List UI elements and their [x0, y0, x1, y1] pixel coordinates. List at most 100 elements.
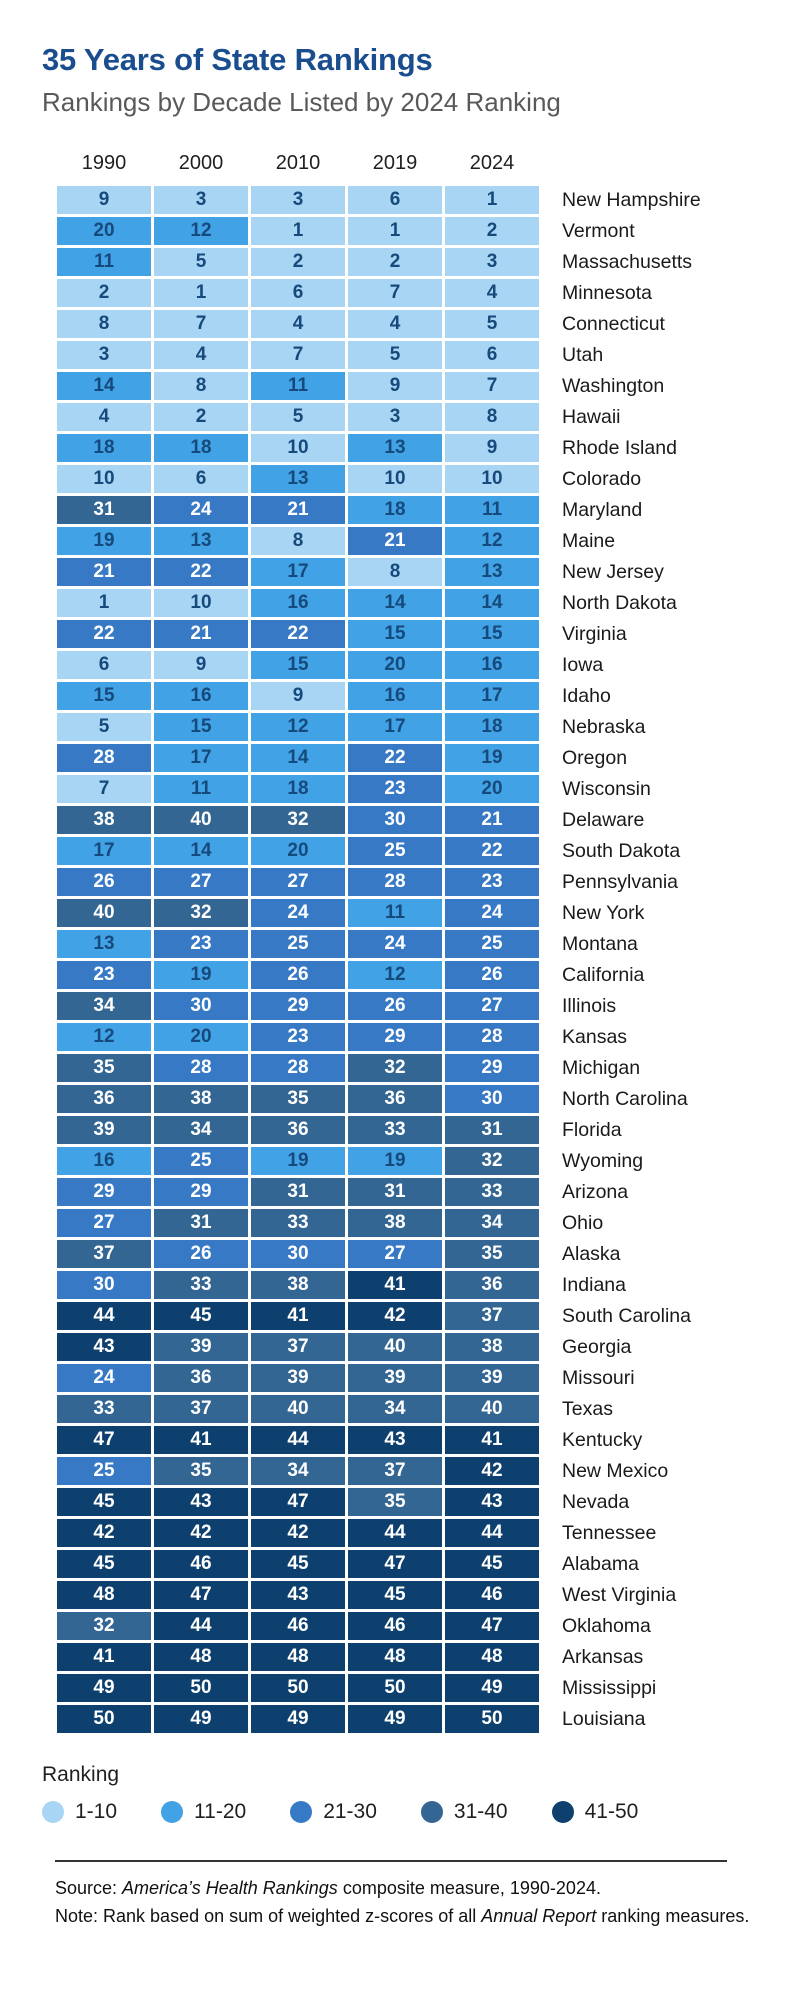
rank-cell: 37 [57, 1240, 151, 1268]
rank-cell: 6 [57, 651, 151, 679]
table-row: 34 30 29 26 27 Illinois [57, 992, 770, 1020]
table-row: 45 46 45 47 45 Alabama [57, 1550, 770, 1578]
rank-cell: 47 [154, 1581, 248, 1609]
rank-cell: 15 [348, 620, 442, 648]
legend-item: 41-50 [551, 1800, 638, 1824]
rank-cell: 40 [348, 1333, 442, 1361]
rank-cell: 26 [154, 1240, 248, 1268]
state-name-label: Indiana [562, 1273, 626, 1296]
rank-cell: 43 [251, 1581, 345, 1609]
rank-cell: 28 [154, 1054, 248, 1082]
rank-cell: 7 [57, 775, 151, 803]
table-row: 2 1 6 7 4 Minnesota [57, 279, 770, 307]
rank-cell: 50 [57, 1705, 151, 1733]
legend-item: 11-20 [161, 1800, 246, 1824]
rank-cell: 23 [57, 961, 151, 989]
table-row: 21 22 17 8 13 New Jersey [57, 558, 770, 586]
rank-cell: 43 [348, 1426, 442, 1454]
rank-cell: 18 [57, 434, 151, 462]
rank-cell: 19 [445, 744, 539, 772]
table-row: 24 36 39 39 39 Missouri [57, 1364, 770, 1392]
rank-cell: 27 [251, 868, 345, 896]
state-name-label: Arizona [562, 1180, 629, 1203]
legend-swatch-icon [551, 1801, 574, 1823]
rank-cell: 9 [57, 186, 151, 214]
state-name-label: Hawaii [562, 405, 621, 428]
rank-cell: 28 [348, 868, 442, 896]
rank-cell: 12 [445, 527, 539, 555]
rank-cell: 33 [57, 1395, 151, 1423]
rank-cell: 33 [445, 1178, 539, 1206]
table-row: 49 50 50 50 49 Mississippi [57, 1674, 770, 1702]
table-row: 30 33 38 41 36 Indiana [57, 1271, 770, 1299]
rank-cell: 3 [57, 341, 151, 369]
column-header-2010: 2010 [275, 152, 321, 174]
rank-cell: 15 [251, 651, 345, 679]
rank-cell: 23 [251, 1023, 345, 1051]
rank-cell: 30 [348, 806, 442, 834]
state-name-label: North Carolina [562, 1087, 688, 1110]
rank-cell: 44 [251, 1426, 345, 1454]
state-name-label: Virginia [562, 622, 627, 645]
rank-cell: 12 [348, 961, 442, 989]
rank-cell: 41 [445, 1426, 539, 1454]
rank-cell: 30 [154, 992, 248, 1020]
rank-cell: 10 [348, 465, 442, 493]
rank-cell: 29 [445, 1054, 539, 1082]
rank-cell: 32 [348, 1054, 442, 1082]
rank-cell: 4 [57, 403, 151, 431]
legend-swatch-icon [42, 1801, 64, 1823]
rank-cell: 45 [57, 1550, 151, 1578]
rank-cell: 2 [154, 403, 248, 431]
rank-cell: 16 [57, 1147, 151, 1175]
page-subtitle: Rankings by Decade Listed by 2024 Rankin… [42, 87, 561, 117]
rank-cell: 12 [57, 1023, 151, 1051]
rank-cell: 1 [251, 217, 345, 245]
table-header-row: 1990 2000 2010 2019 2024 [57, 152, 770, 175]
rank-cell: 46 [445, 1581, 539, 1609]
rank-cell: 22 [445, 837, 539, 865]
rank-cell: 34 [251, 1457, 345, 1485]
rank-cell: 41 [57, 1643, 151, 1671]
table-row: 35 28 28 32 29 Michigan [57, 1054, 770, 1082]
rank-cell: 48 [445, 1643, 539, 1671]
table-row: 43 39 37 40 38 Georgia [57, 1333, 770, 1361]
rank-cell: 39 [57, 1116, 151, 1144]
state-name-label: Wisconsin [562, 777, 651, 800]
rank-cell: 31 [251, 1178, 345, 1206]
rank-cell: 14 [445, 589, 539, 617]
table-row: 6 9 15 20 16 Iowa [57, 651, 770, 679]
rank-cell: 11 [251, 372, 345, 400]
table-row: 45 43 47 35 43 Nevada [57, 1488, 770, 1516]
rank-cell: 33 [251, 1209, 345, 1237]
state-name-label: South Carolina [562, 1304, 691, 1327]
rank-cell: 14 [154, 837, 248, 865]
rank-cell: 25 [348, 837, 442, 865]
rank-cell: 27 [57, 1209, 151, 1237]
note-italic: Annual Report [481, 1905, 597, 1926]
rank-cell: 27 [348, 1240, 442, 1268]
state-name-label: Oregon [562, 746, 628, 769]
state-name-label: Maine [562, 529, 616, 552]
legend-label: 31-40 [453, 1800, 508, 1823]
rank-cell: 6 [348, 186, 442, 214]
rank-cell: 50 [251, 1674, 345, 1702]
rank-cell: 15 [57, 682, 151, 710]
rank-cell: 9 [251, 682, 345, 710]
table-row: 1 10 16 14 14 North Dakota [57, 589, 770, 617]
rank-cell: 22 [154, 558, 248, 586]
table-row: 3 4 7 5 6 Utah [57, 341, 770, 369]
state-name-label: New York [562, 901, 645, 924]
rank-cell: 30 [57, 1271, 151, 1299]
table-row: 33 37 40 34 40 Texas [57, 1395, 770, 1423]
rank-cell: 23 [445, 868, 539, 896]
rank-cell: 48 [348, 1643, 442, 1671]
table-row: 5 15 12 17 18 Nebraska [57, 713, 770, 741]
rank-cell: 14 [57, 372, 151, 400]
state-name-label: Mississippi [562, 1676, 657, 1699]
legend: Ranking 1-10 11-20 21-30 31-40 41-50 [42, 1763, 770, 1824]
rank-cell: 2 [251, 248, 345, 276]
rank-cell: 22 [251, 620, 345, 648]
table-row: 31 24 21 18 11 Maryland [57, 496, 770, 524]
rank-cell: 38 [251, 1271, 345, 1299]
